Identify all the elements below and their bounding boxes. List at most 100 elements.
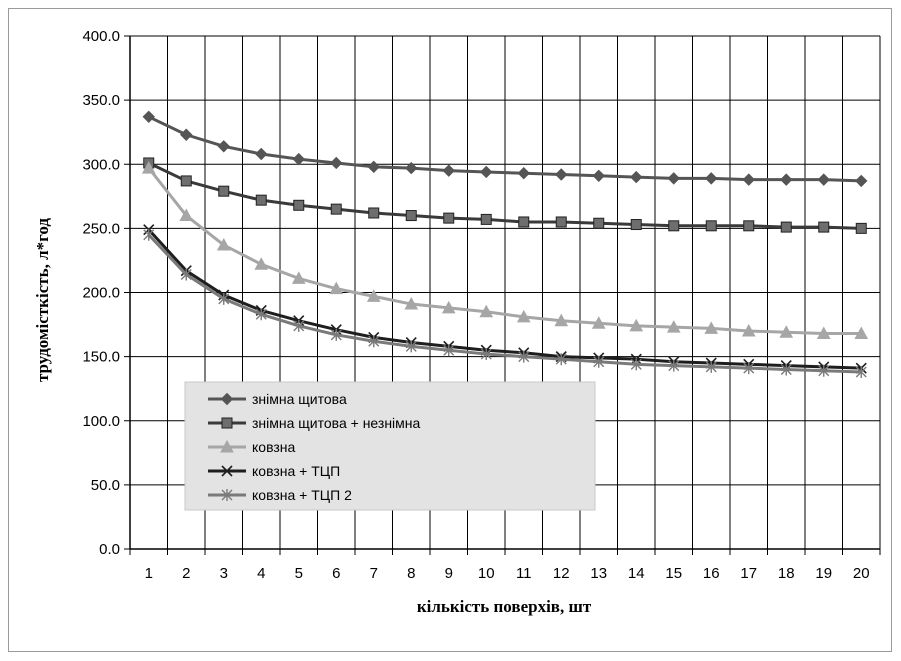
y-tick-label: 100.0 <box>82 413 120 430</box>
data-point <box>629 318 644 332</box>
data-point <box>367 160 380 174</box>
data-point <box>221 489 233 501</box>
data-point <box>142 110 155 124</box>
data-point <box>405 161 418 175</box>
data-point <box>668 220 680 232</box>
x-tick-label: 5 <box>295 565 303 582</box>
x-tick-label: 11 <box>516 565 532 582</box>
data-point <box>630 170 643 184</box>
x-tick-label: 12 <box>553 565 570 582</box>
series-line <box>148 115 862 183</box>
data-point <box>405 210 417 222</box>
data-point <box>479 304 494 318</box>
series-line <box>147 228 862 370</box>
data-point <box>221 465 233 477</box>
legend-item: ковзна <box>208 439 295 455</box>
data-point <box>255 147 268 161</box>
x-tick-label: 3 <box>220 565 228 582</box>
y-tick-label: 300.0 <box>82 156 120 173</box>
data-point <box>854 326 869 340</box>
data-point <box>180 128 193 141</box>
y-tick-label: 0.0 <box>99 541 120 558</box>
legend-label: знімна щитова + незнімна <box>252 415 421 431</box>
data-point <box>330 328 342 341</box>
data-point <box>554 313 569 327</box>
data-point <box>330 203 342 215</box>
data-point <box>591 316 606 329</box>
data-point <box>443 344 455 357</box>
data-point <box>441 300 456 314</box>
data-point <box>180 268 192 281</box>
data-point <box>780 221 792 233</box>
y-tick-label: 250.0 <box>82 220 120 237</box>
data-point <box>368 207 380 219</box>
data-point <box>705 360 717 373</box>
legend-item: ковзна + ТЦП 2 <box>208 487 352 503</box>
data-point <box>141 161 156 174</box>
data-point <box>593 355 605 368</box>
x-tick-label: 10 <box>478 565 495 582</box>
data-point <box>179 208 194 222</box>
data-point <box>630 358 642 371</box>
x-tick-label: 20 <box>853 565 870 582</box>
data-point <box>518 216 530 228</box>
legend: знімна щитова знімна щитова + незнімна ков… <box>184 381 596 511</box>
data-point <box>630 219 642 231</box>
legend-label: знімна щитова <box>252 391 347 407</box>
legend-box <box>184 381 596 511</box>
data-point <box>855 174 868 188</box>
x-tick-label: 16 <box>703 565 720 582</box>
data-point <box>705 220 717 232</box>
data-point <box>180 175 192 187</box>
series-5 <box>143 228 867 379</box>
data-point <box>667 172 680 185</box>
legend-label: ковзна <box>252 439 295 455</box>
data-point <box>593 217 605 229</box>
y-tick-label: 200.0 <box>82 285 120 302</box>
y-tick-labels: 0.0 50.0 100.0 150.0 200.0 250.0 300.0 350.0 400… <box>82 28 120 558</box>
data-point <box>518 350 530 363</box>
data-point <box>293 199 305 211</box>
data-point <box>855 366 867 379</box>
x-tick-label: 13 <box>590 565 607 582</box>
data-point <box>368 335 380 348</box>
data-point <box>218 292 230 305</box>
data-point <box>555 353 567 366</box>
data-point <box>366 289 381 302</box>
series-3 <box>141 161 869 340</box>
y-axis-title: трудомісткість, л*год <box>33 218 52 382</box>
legend-item: знімна щитова <box>208 391 347 407</box>
data-point <box>293 319 305 332</box>
x-tick-label: 2 <box>182 565 190 582</box>
data-point <box>592 169 605 182</box>
data-point <box>291 271 306 284</box>
data-point <box>555 216 567 228</box>
legend-item: знімна щитова + незнімна <box>208 415 421 431</box>
data-point <box>221 417 233 429</box>
axes <box>124 35 881 555</box>
series-1 <box>142 110 868 188</box>
data-point <box>668 359 680 372</box>
data-point <box>254 257 269 270</box>
data-point <box>217 140 230 153</box>
x-tick-label: 4 <box>257 565 265 582</box>
data-point <box>443 212 455 224</box>
data-point <box>480 165 493 179</box>
series-group <box>141 110 869 379</box>
data-point <box>480 348 492 361</box>
data-point <box>216 238 231 251</box>
series-line <box>147 167 862 336</box>
data-point <box>818 221 830 233</box>
data-point <box>329 281 344 295</box>
data-point <box>780 363 792 376</box>
y-tick-label: 400.0 <box>82 28 120 45</box>
data-point <box>816 326 831 340</box>
data-point <box>743 220 755 232</box>
legend-label: ковзна + ТЦП 2 <box>252 487 352 503</box>
data-point <box>855 222 867 234</box>
data-point <box>780 173 793 186</box>
data-point <box>705 172 718 185</box>
y-tick-label: 350.0 <box>82 92 120 109</box>
legend-label: ковзна + ТЦП <box>252 463 340 479</box>
